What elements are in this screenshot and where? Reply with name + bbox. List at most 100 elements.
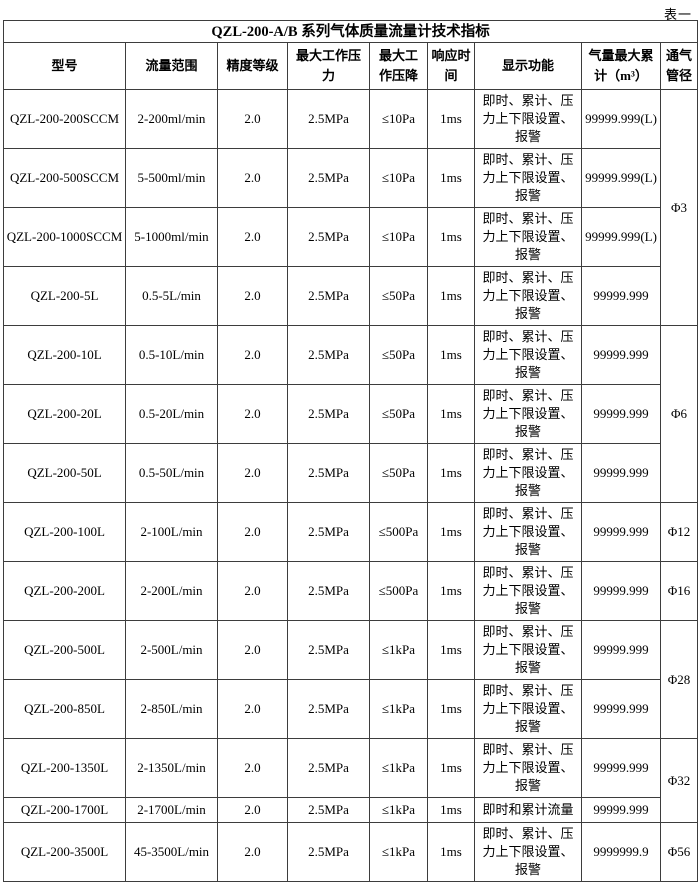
cell-max-drop: ≤50Pa bbox=[369, 325, 428, 385]
cell-max-drop: ≤500Pa bbox=[369, 502, 428, 562]
cell-accuracy: 2.0 bbox=[217, 443, 288, 503]
cell-display: 即时、累计、压力上下限设置、报警 bbox=[474, 384, 582, 444]
cell-flow-range: 2-500L/min bbox=[125, 620, 218, 680]
cell-accuracy: 2.0 bbox=[217, 502, 288, 562]
cell-model: QZL-200-50L bbox=[3, 443, 126, 503]
cell-max-pressure: 2.5MPa bbox=[287, 797, 370, 823]
spec-row-QZL-200-850L: QZL-200-850L 2-850L/min 2.0 2.5MPa ≤1kPa 1ms 即… bbox=[3, 679, 698, 739]
cell-display: 即时、累计、压力上下限设置、报警 bbox=[474, 266, 582, 326]
cell-flow-range: 2-200L/min bbox=[125, 561, 218, 621]
cell-max-drop: ≤50Pa bbox=[369, 266, 428, 326]
cell-flow-range: 0.5-10L/min bbox=[125, 325, 218, 385]
cell-max-drop: ≤1kPa bbox=[369, 620, 428, 680]
cell-accuracy: 2.0 bbox=[217, 325, 288, 385]
cell-display: 即时、累计、压力上下限设置、报警 bbox=[474, 620, 582, 680]
cell-accuracy: 2.0 bbox=[217, 89, 288, 149]
cell-display: 即时、累计、压力上下限设置、报警 bbox=[474, 207, 582, 267]
cell-max-drop: ≤10Pa bbox=[369, 207, 428, 267]
cell-total: 99999.999 bbox=[581, 325, 661, 385]
cell-flow-range: 5-500ml/min bbox=[125, 148, 218, 208]
table-title-row: QZL-200-A/B 系列气体质量流量计技术指标 bbox=[2, 20, 699, 43]
spec-row-QZL-200-5L: QZL-200-5L 0.5-5L/min 2.0 2.5MPa ≤50Pa 1ms 即时、… bbox=[3, 266, 698, 326]
cell-max-drop: ≤1kPa bbox=[369, 738, 428, 798]
cell-total: 99999.999 bbox=[581, 561, 661, 621]
cell-pipe-diameter: Φ12 bbox=[659, 502, 699, 562]
cell-accuracy: 2.0 bbox=[217, 620, 288, 680]
cell-flow-range: 45-3500L/min bbox=[125, 822, 218, 882]
cell-total: 99999.999(L) bbox=[581, 207, 661, 267]
cell-model: QZL-200-3500L bbox=[3, 822, 126, 882]
cell-pipe-diameter: Φ3 bbox=[659, 89, 699, 326]
cell-model: QZL-200-100L bbox=[3, 502, 126, 562]
cell-total: 99999.999 bbox=[581, 797, 661, 823]
cell-response: 1ms bbox=[427, 89, 475, 149]
cell-accuracy: 2.0 bbox=[217, 738, 288, 798]
table-number-caption: 表一 bbox=[663, 7, 692, 22]
cell-model: QZL-200-5L bbox=[3, 266, 126, 326]
spec-row-QZL-200-100L: QZL-200-100L 2-100L/min 2.0 2.5MPa ≤500Pa 1ms… bbox=[3, 502, 699, 562]
cell-model: QZL-200-200SCCM bbox=[3, 89, 126, 149]
cell-response: 1ms bbox=[427, 738, 475, 798]
table-body: QZL-200-200SCCM 2-200ml/min 2.0 2.5MPa ≤10Pa… bbox=[3, 89, 699, 882]
cell-max-pressure: 2.5MPa bbox=[287, 679, 370, 739]
spec-row-QZL-200-1350L: QZL-200-1350L 2-1350L/min 2.0 2.5MPa ≤1kPa 1m… bbox=[3, 738, 699, 823]
cell-pipe-diameter: Φ6 bbox=[659, 325, 699, 503]
cell-total: 99999.999(L) bbox=[581, 148, 661, 208]
flowmeter-spec-table: QZL-200-A/B 系列气体质量流量计技术指标 型号 流量范围 精度等级 最大工作… bbox=[2, 20, 699, 882]
cell-max-pressure: 2.5MPa bbox=[287, 325, 370, 385]
cell-display: 即时、累计、压力上下限设置、报警 bbox=[474, 148, 582, 208]
cell-model: QZL-200-500SCCM bbox=[3, 148, 126, 208]
cell-accuracy: 2.0 bbox=[217, 266, 288, 326]
column-header-6: 显示功能 bbox=[474, 42, 582, 90]
cell-model: QZL-200-200L bbox=[3, 561, 126, 621]
cell-model: QZL-200-20L bbox=[3, 384, 126, 444]
cell-max-drop: ≤500Pa bbox=[369, 561, 428, 621]
cell-response: 1ms bbox=[427, 822, 475, 882]
cell-flow-range: 2-100L/min bbox=[125, 502, 218, 562]
cell-display: 即时、累计、压力上下限设置、报警 bbox=[474, 325, 582, 385]
cell-model: QZL-200-850L bbox=[3, 679, 126, 739]
spec-row-QZL-200-10L: QZL-200-10L 0.5-10L/min 2.0 2.5MPa ≤50Pa 1ms 即… bbox=[3, 325, 699, 503]
spec-row-QZL-200-1000SCCM: QZL-200-1000SCCM 5-1000ml/min 2.0 2.5MPa ≤10… bbox=[3, 207, 698, 267]
cell-total: 99999.999 bbox=[581, 384, 661, 444]
cell-max-pressure: 2.5MPa bbox=[287, 561, 370, 621]
cell-total: 99999.999 bbox=[581, 443, 661, 503]
column-header-4: 最大工作压降 bbox=[369, 42, 428, 90]
column-header-8: 通气管径 bbox=[659, 42, 699, 90]
cell-total: 99999.999 bbox=[581, 620, 661, 680]
cell-response: 1ms bbox=[427, 561, 475, 621]
spec-row-QZL-200-200SCCM: QZL-200-200SCCM 2-200ml/min 2.0 2.5MPa ≤10Pa… bbox=[3, 89, 699, 326]
table-title: QZL-200-A/B 系列气体质量流量计技术指标 bbox=[2, 20, 699, 43]
cell-max-pressure: 2.5MPa bbox=[287, 620, 370, 680]
cell-flow-range: 0.5-50L/min bbox=[125, 443, 218, 503]
cell-total: 9999999.9 bbox=[581, 822, 661, 882]
cell-max-pressure: 2.5MPa bbox=[287, 207, 370, 267]
cell-flow-range: 5-1000ml/min bbox=[125, 207, 218, 267]
cell-max-pressure: 2.5MPa bbox=[287, 89, 370, 149]
cell-response: 1ms bbox=[427, 207, 475, 267]
cell-pipe-diameter: Φ28 bbox=[659, 620, 699, 739]
cell-display: 即时、累计、压力上下限设置、报警 bbox=[474, 502, 582, 562]
cell-total: 99999.999(L) bbox=[581, 89, 661, 149]
cell-pipe-diameter: Φ32 bbox=[659, 738, 699, 823]
cell-display: 即时、累计、压力上下限设置、报警 bbox=[474, 443, 582, 503]
cell-max-drop: ≤50Pa bbox=[369, 384, 428, 444]
cell-flow-range: 2-1350L/min bbox=[125, 738, 218, 798]
column-header-3: 最大工作压力 bbox=[287, 42, 370, 90]
cell-flow-range: 0.5-5L/min bbox=[125, 266, 218, 326]
cell-response: 1ms bbox=[427, 148, 475, 208]
column-header-0: 型号 bbox=[3, 42, 126, 90]
cell-pipe-diameter: Φ16 bbox=[659, 561, 699, 621]
cell-response: 1ms bbox=[427, 325, 475, 385]
cell-accuracy: 2.0 bbox=[217, 797, 288, 823]
cell-response: 1ms bbox=[427, 502, 475, 562]
cell-total: 99999.999 bbox=[581, 738, 661, 798]
spec-row-QZL-200-1700L: QZL-200-1700L 2-1700L/min 2.0 2.5MPa ≤1kPa 1m… bbox=[3, 797, 698, 823]
cell-pipe-diameter: Φ56 bbox=[659, 822, 699, 882]
cell-model: QZL-200-1000SCCM bbox=[3, 207, 126, 267]
spec-row-QZL-200-20L: QZL-200-20L 0.5-20L/min 2.0 2.5MPa ≤50Pa 1ms 即… bbox=[3, 384, 698, 444]
cell-total: 99999.999 bbox=[581, 502, 661, 562]
cell-flow-range: 2-200ml/min bbox=[125, 89, 218, 149]
cell-max-drop: ≤1kPa bbox=[369, 797, 428, 823]
cell-response: 1ms bbox=[427, 266, 475, 326]
